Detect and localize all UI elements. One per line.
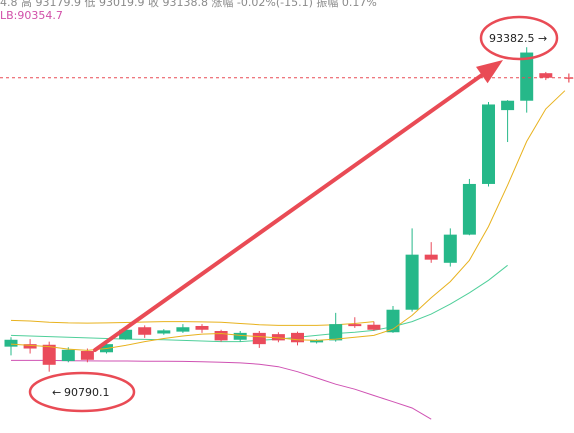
candle-body: [405, 254, 419, 310]
candle-body: [329, 324, 343, 341]
candle: [61, 347, 75, 363]
trend-arrow-head: [476, 60, 503, 84]
candle-body: [42, 344, 56, 365]
candle-body: [195, 325, 209, 330]
candle-body: [119, 329, 133, 340]
candle: [195, 324, 209, 333]
candle: [539, 71, 553, 81]
candle-body: [443, 234, 457, 263]
candle: [176, 324, 190, 333]
low-annotation: ← 90790.1: [28, 371, 136, 413]
middle-band-line: [10, 264, 508, 343]
candle-body: [138, 327, 152, 335]
candle-body: [482, 104, 495, 184]
candle: [462, 178, 476, 236]
candle: [329, 312, 343, 342]
candle: [157, 329, 171, 335]
candle-body: [80, 351, 94, 360]
ohlc-info-line: 4.8 高 93179.9 低 93019.9 收 93138.8 涨幅 -0.…: [0, 0, 377, 9]
low-pointer-icon: ←: [52, 386, 61, 399]
low-label: 90790.1: [64, 386, 110, 399]
ma-line: [10, 90, 566, 351]
candle-body: [252, 332, 266, 345]
high-annotation: 93382.5 →: [479, 15, 559, 61]
candle-body: [233, 332, 247, 340]
current-price-marker: +: [563, 71, 574, 87]
candle-body: [348, 324, 362, 327]
upper-band-line: [10, 319, 374, 326]
candle-body: [23, 344, 37, 349]
candle-body: [4, 339, 18, 347]
lower-band-line: [11, 359, 432, 420]
high-label: 93382.5: [489, 32, 535, 45]
high-pointer-icon: →: [538, 32, 547, 45]
candle: [23, 339, 37, 354]
candle-body: [367, 324, 381, 330]
candle: [233, 331, 247, 342]
lb-info-line: LB:90354.7: [0, 9, 63, 22]
candle-body: [539, 73, 553, 78]
trend-arrow-shaft: [93, 68, 491, 352]
candle: [310, 339, 324, 344]
candle-body: [462, 183, 476, 235]
candle: [214, 329, 228, 342]
candle: [424, 242, 438, 263]
candles: [4, 47, 553, 372]
candle-body: [271, 334, 285, 341]
candle-body: [424, 254, 438, 260]
candle: [482, 101, 495, 187]
candle-body: [157, 330, 171, 334]
candle: [348, 317, 362, 328]
candle-body: [176, 327, 190, 332]
candle: [4, 337, 18, 356]
candle-body: [501, 100, 515, 111]
candle-body: [291, 332, 304, 343]
candle: [138, 325, 152, 338]
candle-body: [61, 349, 75, 362]
candle-body: [520, 52, 534, 101]
trend-arrow: [93, 60, 503, 352]
candle: [271, 332, 285, 343]
candle-body: [214, 331, 228, 341]
high-circle: [479, 15, 559, 61]
candle: [443, 228, 457, 267]
candle: [367, 321, 381, 332]
low-circle: [28, 371, 136, 413]
ma-line-group: [10, 90, 566, 351]
candle-body: [310, 340, 324, 343]
candle: [405, 228, 419, 312]
candle: [252, 331, 266, 348]
candle: [291, 331, 304, 346]
candle: [501, 100, 515, 143]
